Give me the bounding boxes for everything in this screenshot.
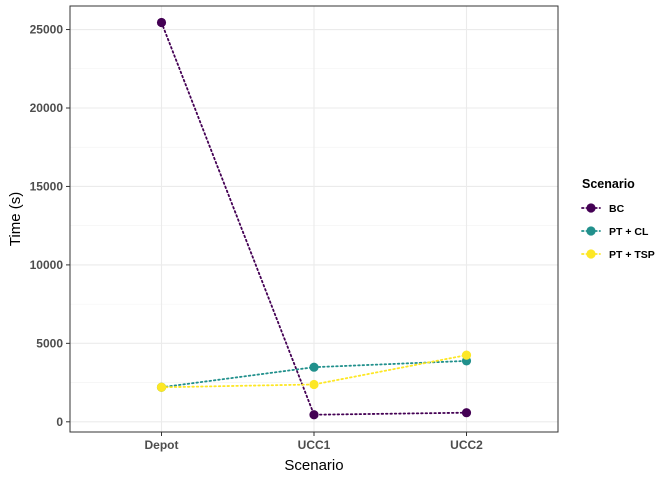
- y-tick-label: 15000: [30, 179, 64, 193]
- series-layer: [156, 17, 472, 420]
- data-point: [309, 410, 319, 420]
- legend-label: BC: [609, 203, 625, 215]
- series-line: [160, 21, 468, 416]
- y-axis-title: Time (s): [7, 192, 24, 246]
- series-line: [160, 354, 468, 389]
- y-tick-label: 20000: [30, 101, 64, 115]
- y-tick-label: 5000: [36, 336, 63, 350]
- legend-key: [581, 226, 601, 236]
- legend-point: [586, 203, 596, 213]
- series-pt-tsp: [156, 350, 472, 392]
- legend-key: [581, 203, 601, 213]
- x-tick-label: Depot: [145, 438, 179, 452]
- legend: Scenario BC PT + CL PT + TSP: [581, 177, 655, 261]
- legend-label: PT + TSP: [609, 249, 655, 261]
- x-axis: Depot UCC1 UCC2: [145, 432, 483, 452]
- data-point: [461, 350, 472, 360]
- legend-title: Scenario: [582, 177, 635, 191]
- data-point: [309, 362, 319, 372]
- data-point: [156, 382, 167, 392]
- legend-point: [586, 249, 596, 259]
- legend-label: PT + CL: [609, 226, 649, 238]
- x-tick-label: UCC1: [298, 438, 331, 452]
- data-point: [156, 17, 167, 28]
- y-axis: 0 5000 10000 15000 20000 25000: [30, 23, 70, 429]
- x-axis-title: Scenario: [284, 457, 343, 474]
- x-tick-label: UCC2: [450, 438, 483, 452]
- series-bc: [156, 17, 472, 420]
- data-point: [461, 408, 472, 418]
- legend-point: [586, 226, 596, 236]
- data-point: [309, 379, 319, 390]
- legend-key: [581, 249, 601, 259]
- y-tick-label: 25000: [30, 23, 64, 37]
- y-tick-label: 0: [56, 415, 63, 429]
- y-tick-label: 10000: [30, 258, 64, 272]
